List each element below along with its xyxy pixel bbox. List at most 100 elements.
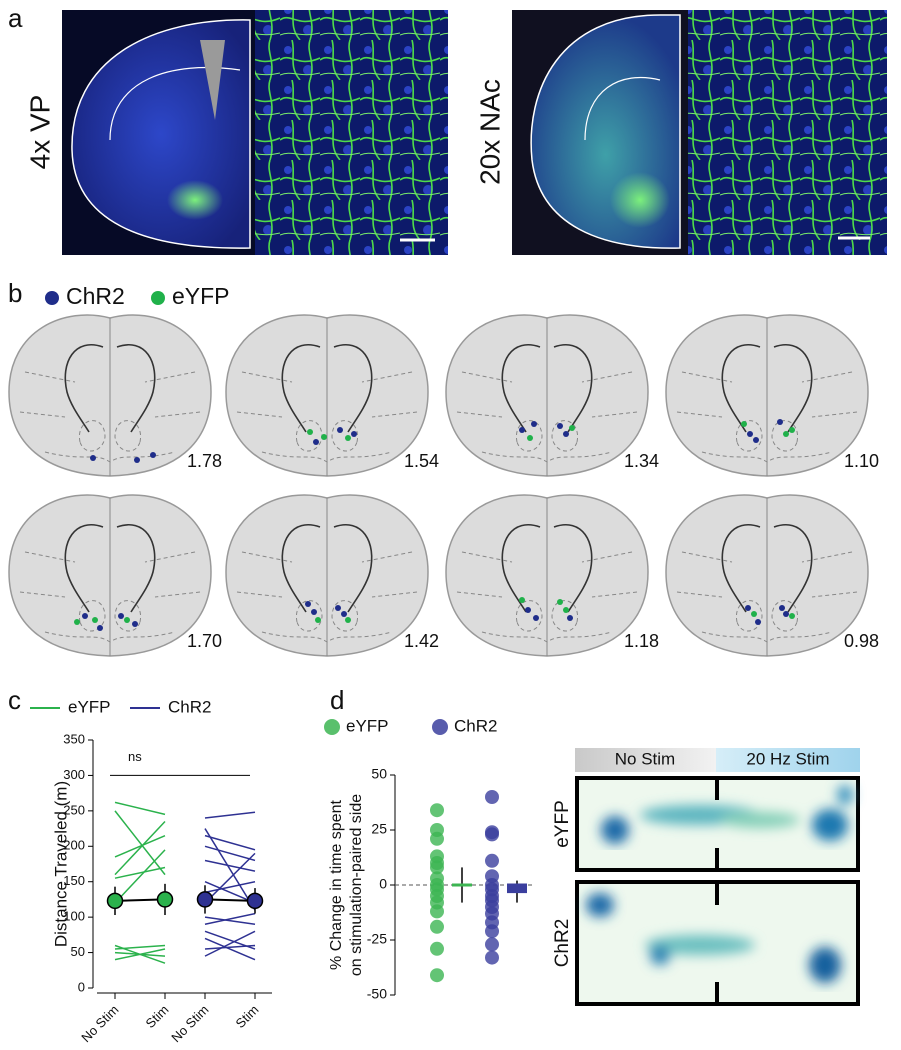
x-tick-label: Stim xyxy=(143,1002,172,1031)
brain-section: 1.18 xyxy=(445,494,659,657)
legend-label: eYFP xyxy=(346,716,389,735)
section-coordinate: 0.98 xyxy=(844,631,879,651)
heatmap xyxy=(575,748,860,1006)
region-lines xyxy=(676,371,858,463)
placement-dot xyxy=(307,429,313,435)
placement-dot xyxy=(311,609,317,615)
placement-dot xyxy=(563,607,569,613)
subject-line xyxy=(204,880,256,894)
placement-dot xyxy=(118,613,124,619)
data-point xyxy=(430,941,444,956)
subject-line xyxy=(204,828,256,911)
placement-dot xyxy=(150,452,156,458)
region-lines xyxy=(456,371,638,463)
placement-dot xyxy=(527,435,533,441)
placement-dot xyxy=(747,431,753,437)
section-coordinate: 1.78 xyxy=(187,451,222,471)
legend-label: ChR2 xyxy=(168,697,211,716)
ventricle xyxy=(64,524,156,613)
placement-dot xyxy=(751,611,757,617)
placement-dot xyxy=(779,605,785,611)
subject-line xyxy=(114,820,166,876)
placement-dot xyxy=(741,421,747,427)
region-lines xyxy=(456,551,638,643)
subject-line xyxy=(204,845,256,862)
placement-dot xyxy=(337,427,343,433)
mean-marker xyxy=(106,892,124,910)
mean-line xyxy=(114,898,166,902)
mean-bar xyxy=(507,883,527,894)
placement-dot xyxy=(90,455,96,461)
section-coordinate: 1.42 xyxy=(404,631,439,651)
mean-bar xyxy=(452,883,472,887)
section-coordinate: 1.70 xyxy=(187,631,222,651)
placement-dot xyxy=(567,615,573,621)
placement-dot xyxy=(92,617,98,623)
subject-line xyxy=(204,859,256,872)
x-tick-label: Stim xyxy=(233,1002,262,1031)
ventricle xyxy=(281,524,373,613)
mean-line xyxy=(204,898,256,902)
heatmap-row-label: eYFP xyxy=(552,800,573,848)
subject-line xyxy=(204,834,256,851)
y-tick-label: 0 xyxy=(379,876,387,892)
y-tick-label: 150 xyxy=(63,873,85,888)
placement-dot xyxy=(783,431,789,437)
subject-line xyxy=(114,849,166,904)
image-label: 4x VP xyxy=(24,95,55,170)
mean-marker xyxy=(156,891,174,908)
placement-dot xyxy=(789,427,795,433)
section-coordinate: 1.34 xyxy=(624,451,659,471)
data-point xyxy=(430,803,444,818)
placement-dot xyxy=(557,599,563,605)
data-point xyxy=(485,853,499,868)
subject-line xyxy=(204,916,256,925)
image-label: 20x NAc xyxy=(474,79,505,185)
data-point xyxy=(430,919,444,934)
placement-dot xyxy=(97,625,103,631)
micrograph-vp xyxy=(62,10,448,255)
placement-dot xyxy=(563,431,569,437)
section-coordinate: 1.54 xyxy=(404,451,439,471)
subject-line xyxy=(114,866,166,879)
subject-line xyxy=(114,834,166,858)
section-coordinate: 1.18 xyxy=(624,631,659,651)
placement-dot xyxy=(134,457,140,463)
section-coordinate: 1.10 xyxy=(844,451,879,471)
subject-line xyxy=(204,930,256,957)
ventricle xyxy=(501,524,593,613)
panel-label: d xyxy=(330,685,344,715)
heatmap-row-label: ChR2 xyxy=(552,919,573,968)
data-point xyxy=(485,827,499,842)
subject-line xyxy=(114,944,166,950)
legend-label: eYFP xyxy=(172,283,230,309)
placement-dot xyxy=(321,434,327,440)
placement-dot xyxy=(783,611,789,617)
placement-dot xyxy=(351,431,357,437)
placement-dot xyxy=(531,421,537,427)
y-tick-label: 50 xyxy=(371,766,387,782)
region-lines xyxy=(236,551,418,643)
ventricle xyxy=(501,344,593,433)
brain-section: 1.70 xyxy=(8,494,222,657)
data-point xyxy=(485,950,499,965)
y-tick-label: 50 xyxy=(71,944,85,959)
data-point xyxy=(485,937,499,952)
ventricle xyxy=(281,344,373,433)
data-point xyxy=(430,831,444,846)
placement-dot xyxy=(525,607,531,613)
subject-line xyxy=(114,801,166,816)
panel-label: b xyxy=(8,278,22,308)
mean-marker xyxy=(246,892,264,910)
y-tick-label: 300 xyxy=(63,767,85,782)
y-axis-label: on stimulation-paired side xyxy=(348,794,365,976)
placement-dot xyxy=(745,605,751,611)
y-tick-label: -25 xyxy=(367,931,387,947)
placement-dot xyxy=(132,621,138,627)
subject-line xyxy=(114,948,166,961)
region-lines xyxy=(676,551,858,643)
region-lines xyxy=(236,371,418,463)
brain-section: 1.78 xyxy=(8,314,222,477)
ventricle xyxy=(721,524,813,613)
